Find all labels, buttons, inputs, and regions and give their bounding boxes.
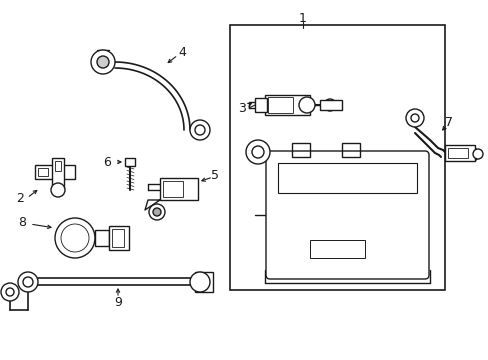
Circle shape (91, 50, 115, 74)
Bar (95, 230, 109, 246)
Bar (264, 95, 309, 115)
Text: 5: 5 (210, 168, 219, 181)
Bar (447, 148, 467, 158)
Bar (309, 240, 364, 258)
Circle shape (1, 283, 19, 301)
Text: 1: 1 (299, 12, 306, 24)
Circle shape (405, 109, 423, 127)
Bar (278, 163, 416, 193)
Circle shape (298, 97, 314, 113)
Circle shape (251, 146, 264, 158)
Circle shape (23, 277, 33, 287)
Bar (254, 98, 266, 112)
Circle shape (190, 120, 209, 140)
Text: 2: 2 (16, 192, 24, 204)
Circle shape (195, 125, 204, 135)
Circle shape (6, 288, 14, 296)
Circle shape (97, 56, 109, 68)
Bar (229, 25, 444, 290)
Circle shape (245, 140, 269, 164)
Circle shape (190, 272, 209, 292)
Bar (35, 165, 75, 179)
Circle shape (51, 183, 65, 197)
Bar (112, 229, 124, 247)
Circle shape (324, 99, 335, 111)
Circle shape (472, 149, 482, 159)
Text: 4: 4 (178, 45, 185, 59)
Bar (52, 158, 64, 188)
Bar (319, 100, 341, 110)
Bar (291, 143, 309, 157)
Text: 3: 3 (238, 102, 245, 114)
Bar (195, 272, 213, 292)
Text: 9: 9 (114, 296, 122, 309)
Bar (267, 97, 292, 113)
Circle shape (55, 218, 95, 258)
Bar (444, 145, 474, 161)
Bar (341, 143, 359, 157)
Text: 7: 7 (444, 116, 452, 129)
Bar (55, 161, 61, 171)
Circle shape (153, 208, 161, 216)
Circle shape (18, 272, 38, 292)
Bar (160, 178, 198, 200)
Text: 8: 8 (18, 216, 26, 229)
FancyBboxPatch shape (265, 151, 428, 279)
Text: 6: 6 (103, 156, 111, 168)
Bar (109, 226, 129, 250)
Circle shape (149, 204, 164, 220)
Bar (125, 158, 135, 166)
Bar (163, 181, 183, 197)
Circle shape (410, 114, 418, 122)
Bar (38, 168, 48, 176)
